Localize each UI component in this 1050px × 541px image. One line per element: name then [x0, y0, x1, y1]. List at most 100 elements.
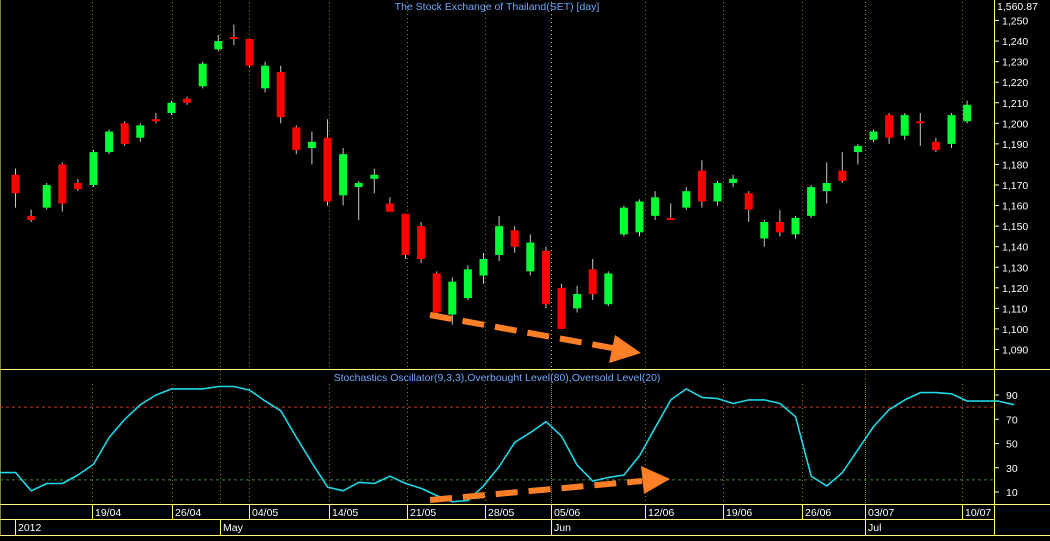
- candle-body-up: [869, 131, 878, 140]
- price-y-tick-label: 1,210: [1002, 98, 1028, 110]
- price-y-axis: 1,090 1,100 1,110 1,120 1,130 1,140 1,150 1,160…: [994, 16, 1028, 357]
- stochastic-series: [0, 385, 1015, 503]
- candle-body-up: [807, 187, 816, 216]
- candle-body-up: [822, 182, 831, 192]
- price-y-tick-label: 1,230: [1002, 57, 1028, 69]
- month-label: May: [223, 522, 244, 534]
- price-y-tick-label: 1,250: [1002, 16, 1028, 28]
- candle-body-up: [198, 63, 207, 87]
- day-label: 19/04: [95, 507, 121, 519]
- candle-body-up: [791, 217, 800, 235]
- candle-body-down: [245, 39, 254, 66]
- candle-body-down: [541, 250, 550, 305]
- candle-body-up: [604, 273, 613, 305]
- price-y-tick-label: 1,130: [1002, 262, 1028, 274]
- candle-body-down: [588, 269, 597, 294]
- month-label: Jul: [868, 522, 881, 534]
- price-y-tick-label: 1,180: [1002, 159, 1028, 171]
- candle-body-down: [885, 115, 894, 138]
- day-label: 03/07: [868, 507, 894, 519]
- stoch-uptrend-arrow-head: [641, 466, 670, 494]
- candle-body-up: [167, 102, 176, 114]
- candle-body-up: [339, 154, 348, 196]
- candle-body-down: [838, 170, 847, 181]
- candle-body-up: [495, 226, 504, 255]
- day-label: 26/04: [175, 507, 201, 519]
- price-y-tick-label: 1,110: [1002, 303, 1028, 315]
- candle-body-up: [635, 201, 644, 233]
- candle-body-down: [510, 230, 519, 247]
- price-y-tick-label: 1,150: [1002, 221, 1028, 233]
- stoch-y-axis: 10 30 50 70 90: [994, 390, 1018, 499]
- candle-body-up: [307, 141, 316, 148]
- candle-body-down: [775, 222, 784, 233]
- stochastic-line: [0, 385, 1015, 503]
- candle-body-down: [557, 287, 566, 329]
- candle-body-down: [229, 36, 238, 40]
- candle-body-down: [916, 121, 925, 124]
- stoch-y-tick-label: 50: [1006, 439, 1018, 451]
- candlestick-series: [11, 24, 972, 329]
- stoch-uptrend-arrow-line: [429, 478, 643, 503]
- candle-body-up: [214, 41, 223, 50]
- day-label: 19/06: [726, 507, 752, 519]
- last-value-label: 1,560.87: [997, 1, 1038, 13]
- candle-body-down: [697, 170, 706, 202]
- candle-body-up: [448, 281, 457, 315]
- price-y-tick-label: 1,140: [1002, 242, 1028, 254]
- candle-body-down: [417, 226, 426, 260]
- candle-body-down: [183, 98, 192, 103]
- candle-body-down: [58, 164, 67, 204]
- candle-body-down: [27, 215, 36, 220]
- candle-body-down: [666, 217, 675, 220]
- stoch-reference-lines: [0, 406, 994, 481]
- candle-body-up: [900, 115, 909, 136]
- candle-body-up: [682, 191, 691, 208]
- candle-body-up: [526, 242, 535, 272]
- grid-lines: [92, 2, 963, 504]
- price-y-tick-label: 1,220: [1002, 77, 1028, 89]
- candle-body-up: [651, 197, 660, 216]
- stoch-y-tick-label: 90: [1006, 390, 1018, 402]
- candle-body-up: [713, 182, 722, 202]
- stoch-y-tick-label: 70: [1006, 414, 1018, 426]
- price-downtrend-arrow-head: [609, 335, 641, 363]
- candle-body-down: [931, 141, 940, 151]
- date-x-axis: 19/04 26/04 04/05 14/05 21/05 28/05 05/06 12/06…: [15, 505, 991, 535]
- price-y-tick-label: 1,190: [1002, 139, 1028, 151]
- candle-body-down: [120, 123, 129, 144]
- month-label: Jun: [554, 522, 571, 534]
- price-y-tick-label: 1,240: [1002, 36, 1028, 48]
- day-label: 04/05: [252, 507, 278, 519]
- candle-body-down: [744, 193, 753, 210]
- candle-body-down: [401, 213, 410, 255]
- candle-body-up: [463, 269, 472, 299]
- day-label: 28/05: [488, 507, 514, 519]
- price-y-tick-label: 1,090: [1002, 345, 1028, 357]
- candle-body-up: [136, 125, 145, 138]
- price-y-tick-label: 1,120: [1002, 283, 1028, 295]
- month-label: 2012: [18, 522, 42, 534]
- candle-body-down: [276, 71, 285, 118]
- price-y-tick-label: 1,100: [1002, 324, 1028, 336]
- candle-body-up: [963, 104, 972, 122]
- candle-body-up: [619, 207, 628, 235]
- candle-body-up: [370, 174, 379, 179]
- candle-body-up: [760, 222, 769, 239]
- candle-body-down: [323, 137, 332, 202]
- divergence-annotations: [429, 312, 670, 503]
- day-label: 10/07: [965, 507, 991, 519]
- candle-body-down: [73, 182, 82, 190]
- candle-body-up: [573, 293, 582, 309]
- day-label: 12/06: [648, 507, 674, 519]
- candle-body-up: [89, 152, 98, 185]
- price-chart-title: The Stock Exchange of Thailand(SET) [day…: [395, 1, 600, 13]
- stoch-chart-title: Stochastics Oscillator(9,3,3),Overbought…: [334, 372, 661, 384]
- price-y-tick-label: 1,200: [1002, 118, 1028, 130]
- candle-body-up: [42, 185, 51, 208]
- candle-body-down: [151, 119, 160, 122]
- day-label: 26/06: [805, 507, 831, 519]
- day-label: 05/06: [554, 507, 580, 519]
